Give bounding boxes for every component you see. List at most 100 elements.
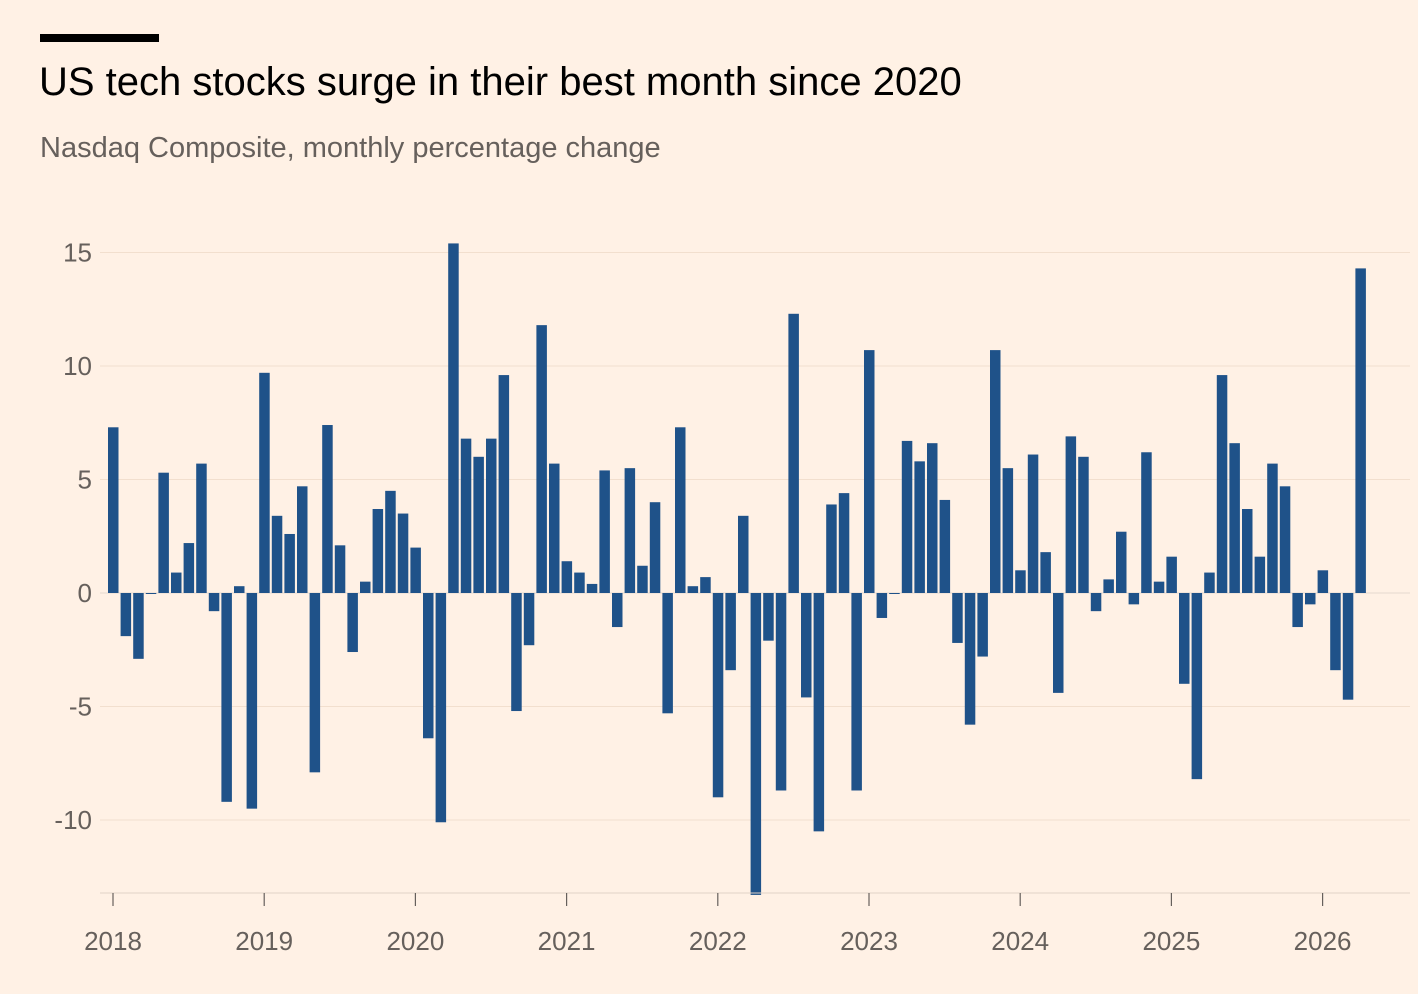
bar [486,438,497,593]
bar [1002,468,1014,593]
bar [1355,268,1366,593]
bar [675,427,686,593]
y-tick-label: 15 [63,238,92,268]
y-tick-label: 5 [78,465,92,495]
bar [385,490,396,593]
bar [423,593,434,739]
x-tick-label: 2021 [538,926,596,956]
bar [914,461,925,593]
bar [1128,593,1140,605]
bar [460,438,472,593]
bar [1027,454,1039,593]
bar [738,515,749,593]
bar [1204,572,1215,593]
bar [1090,593,1102,612]
y-tick-label: -5 [69,692,92,722]
bar [1317,570,1329,593]
bar [1279,486,1291,593]
bar [259,372,270,593]
bar [1078,456,1089,593]
bar [851,593,862,791]
bar [1229,443,1240,593]
bar [171,572,182,593]
bar [763,593,774,641]
bar [864,350,875,593]
x-tick-label: 2025 [1142,926,1200,956]
bar [1179,593,1190,684]
bar [1305,593,1316,605]
bar [208,593,220,612]
bar [549,463,560,593]
bar [1254,556,1266,593]
bar [1191,593,1203,780]
bar [561,561,573,593]
chart-subtitle: Nasdaq Composite, monthly percentage cha… [40,132,661,164]
bars [108,243,1366,895]
bar [990,350,1001,593]
x-tick-label: 2022 [689,926,747,956]
bar [662,593,673,714]
y-tick-label: -10 [54,805,92,835]
bar [473,456,484,593]
bar [536,325,547,593]
bar [246,593,258,809]
chart-title: US tech stocks surge in their best month… [39,60,962,104]
bar [221,593,232,802]
bar [927,443,938,593]
bar [309,593,321,773]
x-tick-label: 2024 [991,926,1049,956]
bar [612,593,623,628]
bar [1141,452,1152,593]
bar [712,593,724,798]
bar [977,593,988,657]
bar [813,593,825,832]
x-axis: 2018 2019 2020 2021 2022 2023 2024 2025 2026 [84,892,1410,956]
bar [322,425,333,593]
bar [574,572,585,593]
bar [939,499,951,593]
bar [775,593,787,791]
bar [1216,375,1228,593]
header-accent-bar [40,34,159,42]
x-tick-label: 2019 [235,926,293,956]
x-tick-label: 2020 [386,926,444,956]
bar [788,313,799,593]
bar [964,593,976,725]
bar [1065,436,1077,593]
bar [435,593,447,823]
bar [498,375,510,593]
bar [599,470,610,593]
bar [360,581,371,593]
x-tick-label: 2023 [840,926,898,956]
bar [750,593,762,895]
bar [700,577,711,593]
bar [1342,593,1354,700]
bar [637,565,648,593]
bar [334,545,346,593]
y-tick-label: 10 [63,351,92,381]
bar [624,468,636,593]
bar [372,509,384,593]
bar [649,502,661,593]
bar [158,472,169,593]
bar [133,593,144,659]
bar [901,440,913,593]
bar [1015,570,1026,593]
bar [586,583,598,593]
bar [889,593,900,594]
x-tick-label: 2026 [1294,926,1352,956]
bar [271,515,283,593]
bar [801,593,812,698]
bar [1267,463,1278,593]
bar [297,486,308,593]
bar [952,593,963,643]
bar [1330,593,1341,671]
bar [1103,579,1114,593]
bar [523,593,535,646]
bar [145,593,157,594]
bar [687,586,699,593]
bar [284,533,295,593]
bar [1040,552,1051,593]
